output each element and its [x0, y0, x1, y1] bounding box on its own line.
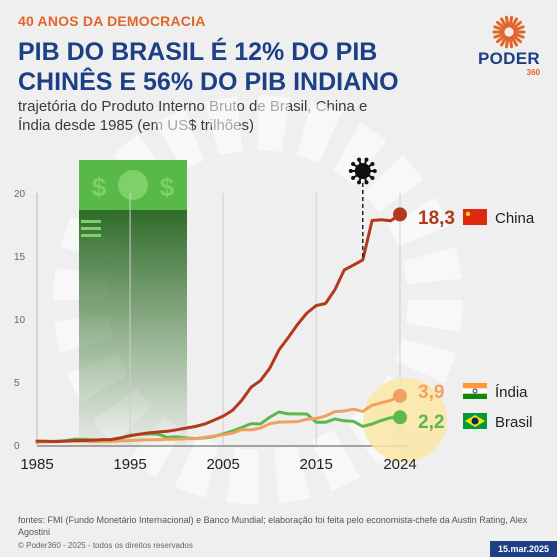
brazil-flag-icon: [463, 413, 487, 429]
china-flag-icon: [463, 209, 487, 225]
y-tick-label: 0: [14, 441, 20, 452]
series-name-label-china: China: [495, 210, 535, 227]
india-flag-icon: [463, 383, 487, 399]
svg-text:$: $: [160, 172, 175, 202]
x-tick-label: 1985: [20, 456, 53, 473]
x-tick-label: 2024: [383, 456, 416, 473]
series-name-label-brasil: Brasil: [495, 414, 533, 431]
x-tick-label: 2015: [300, 456, 333, 473]
svg-text:$: $: [92, 172, 107, 202]
end-value-label-brasil: 2,2: [418, 412, 444, 433]
y-tick-label: 20: [14, 189, 26, 200]
y-tick-label: 15: [14, 252, 26, 263]
end-value-label-china: 18,3: [418, 208, 455, 229]
series-end-point-brasil: [393, 410, 407, 424]
y-tick-label: 10: [14, 315, 26, 326]
end-value-label-india: 3,9: [418, 382, 444, 403]
footer-copyright: © Poder360 - 2025 - todos os direitos re…: [18, 541, 193, 550]
gdp-line-chart: $ $ 0 5 10 15 20 1985 1995 2005 2015 2024 18,3 Ch…: [0, 0, 557, 510]
money-bill-icon: $ $: [79, 160, 187, 445]
series-name-label-india: Índia: [495, 384, 528, 401]
footer-sources: fontes: FMI (Fundo Monetário Internacion…: [18, 514, 538, 538]
series-end-point-china: [393, 207, 407, 221]
x-tick-label: 2005: [206, 456, 239, 473]
x-tick-label: 1995: [113, 456, 146, 473]
y-tick-label: 5: [14, 378, 20, 389]
date-badge: 15.mar.2025: [490, 541, 557, 557]
series-end-point-india: [393, 389, 407, 403]
